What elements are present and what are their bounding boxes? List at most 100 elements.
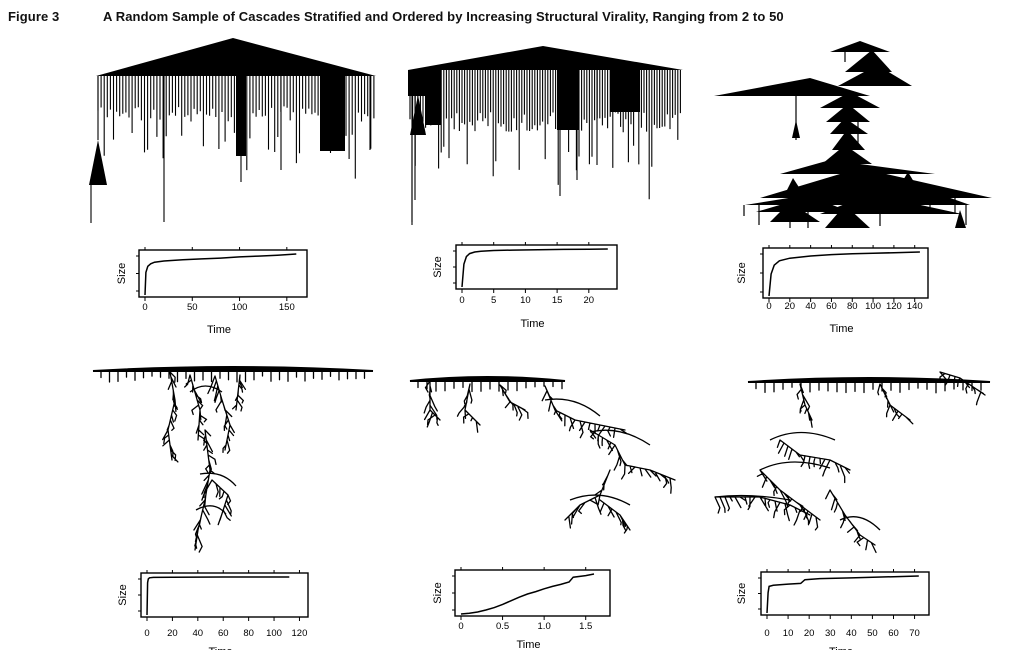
x-tick-label: 60 (826, 301, 837, 312)
x-axis-label: Time (208, 646, 232, 650)
hub-fan (838, 65, 912, 86)
size-time-chart: 0 10 20 30 40 50 60 70 Time Size (736, 569, 930, 650)
x-tick-label: 20 (584, 295, 595, 306)
cascade-trees (89, 38, 992, 554)
x-tick-label: 100 (266, 628, 282, 639)
branch-arc (569, 494, 631, 506)
x-tick-label: 5 (491, 295, 496, 306)
x-tick-label: 10 (520, 295, 531, 306)
chart-frame (138, 249, 308, 298)
size-time-chart: 0 50 100 150 Time Size (116, 247, 308, 336)
x-tick-label: 80 (243, 628, 254, 639)
root-hub-fan (96, 38, 376, 76)
hub-fan (714, 78, 870, 96)
x-tick-label: 20 (167, 628, 178, 639)
x-tick-label: 40 (193, 628, 204, 639)
dense-leaf-block (408, 70, 426, 96)
dense-leaf-block (320, 76, 345, 151)
chart-frame (762, 247, 929, 299)
branch-arc (195, 505, 227, 515)
cascade-tree-2 (408, 46, 683, 225)
x-tick-label: 0 (144, 628, 149, 639)
size-curve (144, 253, 297, 296)
cascade-tree-5 (409, 376, 676, 534)
x-tick-label: 40 (846, 628, 857, 639)
x-tick-label: 60 (888, 628, 899, 639)
size-curve (460, 573, 595, 615)
hub-fan (756, 196, 850, 212)
x-tick-label: 20 (785, 301, 796, 312)
x-tick-label: 120 (292, 628, 308, 639)
hub-fan (826, 104, 870, 122)
hub-fan (760, 168, 992, 198)
chart-frame (140, 572, 309, 618)
x-tick-label: 0 (459, 295, 464, 306)
hub-fan (845, 50, 892, 72)
sub-hub-fan (410, 95, 426, 135)
x-axis-label: Time (520, 318, 544, 330)
sub-hub-fan (89, 140, 107, 185)
hub-fan (902, 172, 914, 182)
branch-links (100, 370, 366, 553)
hub-fan (820, 92, 880, 108)
branch-arc (839, 516, 881, 531)
hub-fan (955, 210, 966, 228)
x-tick-label: 140 (907, 301, 923, 312)
x-tick-label: 70 (909, 628, 920, 639)
size-time-chart: 0 0.5 1.0 1.5 Time Size (432, 567, 611, 650)
x-axis-label: Time (207, 324, 231, 336)
hub-fan (832, 130, 865, 150)
dense-leaf-block (236, 76, 246, 156)
x-axis-label: Time (829, 323, 853, 335)
x-tick-label: 10 (783, 628, 794, 639)
figure-header: Figure 3 A Random Sample of Cascades Str… (8, 6, 784, 26)
branch-arc (589, 429, 651, 446)
x-tick-label: 20 (804, 628, 815, 639)
branch-arc (199, 472, 237, 487)
root-hub-bar (409, 376, 566, 382)
root-hub-fan (408, 46, 683, 70)
x-tick-label: 0 (458, 621, 463, 632)
figure-label: Figure 3 (8, 8, 60, 24)
branch-arc (544, 398, 601, 417)
x-axis-label: Time (829, 646, 853, 650)
hub-fan (822, 145, 872, 164)
branch-arc (769, 431, 836, 441)
dense-leaf-block (425, 70, 441, 125)
size-curve (461, 248, 608, 288)
y-axis-label: Size (117, 584, 129, 605)
hub-fan (820, 194, 962, 214)
x-tick-label: 30 (825, 628, 836, 639)
x-tick-label: 1.5 (579, 621, 592, 632)
hub-fan (780, 160, 935, 174)
size-curve (146, 576, 290, 616)
x-tick-label: 100 (865, 301, 881, 312)
figure-title: A Random Sample of Cascades Stratified a… (103, 8, 784, 24)
y-axis-label: Size (116, 263, 128, 284)
branch-arc (189, 385, 223, 393)
root-hub-bar (747, 377, 991, 383)
size-curve (768, 251, 920, 297)
hub-fan (830, 41, 890, 52)
x-tick-label: 150 (279, 302, 295, 313)
size-curve (766, 575, 919, 614)
size-time-chart: 0 20 40 60 80 100 120 140 Time Size (736, 245, 929, 335)
y-axis-label: Size (736, 262, 748, 283)
size-time-chart: 0 20 40 60 80 100 120 Time Size (117, 570, 309, 650)
branch-links (714, 371, 986, 554)
size-time-chart: 0 5 10 15 20 Time Size (432, 242, 618, 330)
cascade-tree-3 (714, 41, 992, 228)
y-axis-label: Size (432, 582, 444, 603)
cascade-tree-6 (714, 371, 991, 554)
x-tick-label: 100 (232, 302, 248, 313)
x-tick-label: 0 (764, 628, 769, 639)
x-tick-label: 1.0 (538, 621, 551, 632)
cascade-tree-4 (92, 366, 374, 553)
dense-leaf-block (610, 70, 640, 112)
x-tick-label: 120 (886, 301, 902, 312)
dense-leaf-block (557, 70, 579, 130)
branch-arc (759, 461, 831, 471)
hub-fan (825, 205, 870, 228)
